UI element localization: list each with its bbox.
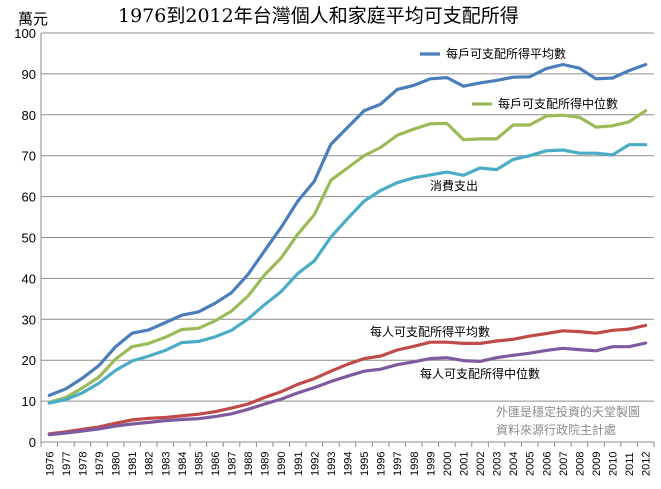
x-tick-label: 1995 (359, 452, 371, 476)
x-tick-label: 2003 (492, 452, 504, 476)
chart-title: 1976到2012年台灣個人和家庭平均可支配所得 (118, 5, 519, 27)
y-tick-label: 90 (22, 67, 36, 82)
y-tick-labels: 0 10 20 30 40 50 60 70 80 90 100 (14, 26, 36, 450)
x-tick-label: 2011 (624, 452, 636, 476)
x-tick-label: 1976 (44, 452, 56, 476)
x-tick-labels: 1976 1977 1978 1979 1980 1981 1982 1983 1984 1985… (44, 452, 652, 476)
x-tick-label: 2008 (574, 452, 586, 476)
x-tick-label: 1980 (111, 452, 123, 476)
series-labels: 每戶可支配所得平均數每戶可支配所得中位數消費支出每人可支配所得平均數每人可支配所… (370, 46, 618, 381)
series-label: 每戶可支配所得中位數 (498, 96, 618, 111)
x-tick-label: 2005 (525, 452, 537, 476)
x-tick-label: 1987 (227, 452, 239, 476)
x-tick-label: 2006 (541, 452, 553, 476)
x-tick-label: 1979 (94, 452, 106, 476)
x-tick-label: 1983 (160, 452, 172, 476)
y-tick-label: 20 (22, 353, 36, 368)
series-line (47, 109, 648, 404)
x-tick-label: 1991 (293, 452, 305, 476)
x-tick-label: 2001 (458, 452, 470, 476)
series-label: 消費支出 (430, 178, 478, 193)
x-tick-label: 1997 (392, 452, 404, 476)
x-tick-label: 1996 (376, 452, 388, 476)
gridlines (41, 32, 654, 402)
x-tick-label: 1998 (409, 452, 421, 476)
x-tick-label: 1993 (326, 452, 338, 476)
x-tick-label: 1985 (193, 452, 205, 476)
series-line (47, 62, 648, 397)
y-tick-label: 40 (22, 271, 36, 286)
y-tick-label: 50 (22, 231, 36, 246)
series-lines (47, 62, 648, 437)
x-tick-label: 1984 (177, 452, 189, 476)
series-label: 每人可支配所得平均數 (370, 324, 490, 339)
y-tick-label: 30 (22, 312, 36, 327)
y-tick-label: 0 (29, 435, 36, 450)
series-label: 每戶可支配所得平均數 (446, 46, 566, 61)
x-tick-label: 1989 (260, 452, 272, 476)
axes (40, 33, 655, 447)
credit-note: 外匯是穩定投資的天堂製圖 (496, 404, 640, 419)
y-tick-label: 80 (22, 108, 36, 123)
x-tick-label: 2002 (475, 452, 487, 476)
x-tick-label: 1994 (343, 452, 355, 476)
y-tick-label: 10 (22, 394, 36, 409)
x-tick-label: 1992 (309, 452, 321, 476)
y-tick-label: 60 (22, 190, 36, 205)
series-line (47, 143, 648, 405)
x-tick-label: 2012 (641, 452, 653, 476)
x-tick-label: 1990 (276, 452, 288, 476)
x-tick-label: 2009 (591, 452, 603, 476)
x-tick-label: 1999 (425, 452, 437, 476)
x-tick-label: 2010 (608, 452, 620, 476)
x-tick-label: 2004 (508, 452, 520, 476)
source-note: 資料來源行政院主計處 (496, 422, 616, 437)
x-tick-label: 1977 (61, 452, 73, 476)
x-tick-label: 1986 (210, 452, 222, 476)
y-axis-unit-label: 萬元 (18, 10, 48, 28)
x-tick-label: 1982 (144, 452, 156, 476)
x-tick-label: 2000 (442, 452, 454, 476)
y-tick-label: 70 (22, 149, 36, 164)
series-line (47, 341, 648, 437)
y-tick-label: 100 (14, 26, 36, 41)
x-tick-label: 1988 (243, 452, 255, 476)
series-line (47, 323, 648, 436)
x-tick-label: 1978 (77, 452, 89, 476)
x-tick-label: 1981 (127, 452, 139, 476)
x-tick-label: 2007 (558, 452, 570, 476)
series-label: 每人可支配所得中位數 (420, 366, 540, 381)
